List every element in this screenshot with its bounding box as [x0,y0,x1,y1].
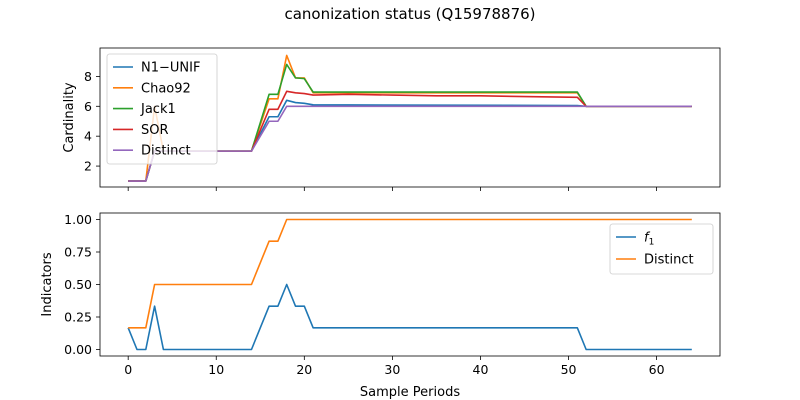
top-axes-frame [99,47,721,188]
bottom-y-tick-label: 0.25 [64,310,92,325]
top-y-tick-label: 6 [84,99,92,114]
bottom-x-tick-label: 10 [208,362,224,377]
top-legend-label-0: N1−UNIF [141,61,200,76]
x-axis-label: Sample Periods [360,385,460,400]
bottom-x-tick-label: 0 [124,362,132,377]
top-y-axis-label: Cardinality [62,82,77,153]
top-y-tick-label: 2 [84,159,92,174]
bottom-series-line-0 [127,283,692,351]
top-legend-label-3: SOR [141,123,169,138]
figure-title: canonization status (Q15978876) [284,5,535,23]
top-chart-cardinality: 2 4 6 8 Cardinality N1−UNIF Chao92 Jack1 SOR Dist… [62,47,721,191]
top-y-tick-label: 8 [84,69,92,84]
bottom-x-tick-label: 20 [296,362,312,377]
top-legend-label-2: Jack1 [140,102,176,117]
bottom-y-axis-label: Indicators [40,252,55,316]
top-legend-label-4: Distinct [141,144,191,159]
top-legend-label-1: Chao92 [141,81,191,96]
bottom-y-tick-label: 0.75 [64,245,92,260]
bottom-series-line-1 [128,218,692,329]
bottom-x-tick-label: 40 [473,362,489,377]
bottom-x-tick-label: 60 [649,362,665,377]
bottom-chart-indicators: 0 10 20 30 40 50 60 0.00 0.25 0.50 0.75 1.00 Indicat… [40,212,721,377]
bottom-y-tick-label: 1.00 [64,212,92,227]
bottom-x-tick-label: 50 [561,362,577,377]
top-y-tick-label: 4 [84,129,92,144]
bottom-legend-label-0: f1 [644,231,654,248]
bottom-x-tick-label: 30 [384,362,400,377]
bottom-y-tick-label: 0.00 [64,342,92,357]
bottom-legend-label-1: Distinct [644,253,694,268]
top-series-line-4 [128,105,692,182]
bottom-legend: f1 Distinct [609,223,714,275]
bottom-y-tick-label: 0.50 [64,277,92,292]
top-legend-box [106,53,218,165]
bottom-axes-frame [99,212,721,357]
top-legend: N1−UNIF Chao92 Jack1 SOR Distinct [106,53,218,165]
